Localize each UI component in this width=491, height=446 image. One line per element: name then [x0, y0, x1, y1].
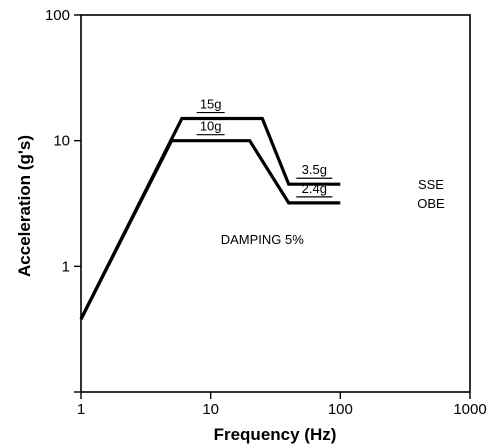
y-tick-label: 10	[53, 133, 70, 150]
annotation-label: 2.4g	[302, 181, 327, 196]
plot-frame	[80, 14, 471, 393]
annotation-label: SSE	[418, 177, 444, 192]
series-line-sse	[79, 116, 341, 320]
x-tick-label: 1	[77, 401, 85, 418]
y-tick-label: 100	[45, 7, 70, 24]
series-line-obe	[79, 139, 341, 320]
annotation-label: OBE	[417, 196, 445, 211]
x-tick-label: 10	[202, 401, 219, 418]
axis-ticks	[74, 14, 471, 399]
annotation-label: 10g	[200, 119, 222, 134]
annotations-group: 15g 10g 3.5g 2.4g SSE OBE DAMPING 5%	[196, 97, 445, 247]
x-tick-label: 1000	[453, 401, 486, 418]
tick-labels: 1 10 100 1000 1 10 100	[45, 7, 487, 418]
y-axis-title: Acceleration (g's)	[15, 135, 34, 277]
annotation-label: 3.5g	[302, 162, 327, 177]
annotation-label: DAMPING 5%	[221, 232, 305, 247]
y-tick-label: 1	[62, 258, 70, 275]
annotation-label: 15g	[200, 97, 222, 112]
x-tick-label: 100	[328, 401, 353, 418]
x-axis-title: Frequency (Hz)	[214, 425, 337, 444]
series-group	[79, 116, 341, 320]
